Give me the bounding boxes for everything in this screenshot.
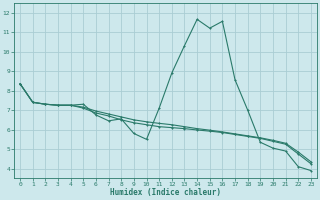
X-axis label: Humidex (Indice chaleur): Humidex (Indice chaleur) (110, 188, 221, 197)
